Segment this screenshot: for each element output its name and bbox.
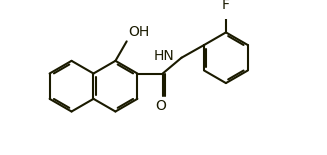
Text: OH: OH [129, 25, 150, 39]
Text: F: F [222, 0, 230, 12]
Text: O: O [155, 99, 166, 113]
Text: HN: HN [153, 49, 174, 63]
